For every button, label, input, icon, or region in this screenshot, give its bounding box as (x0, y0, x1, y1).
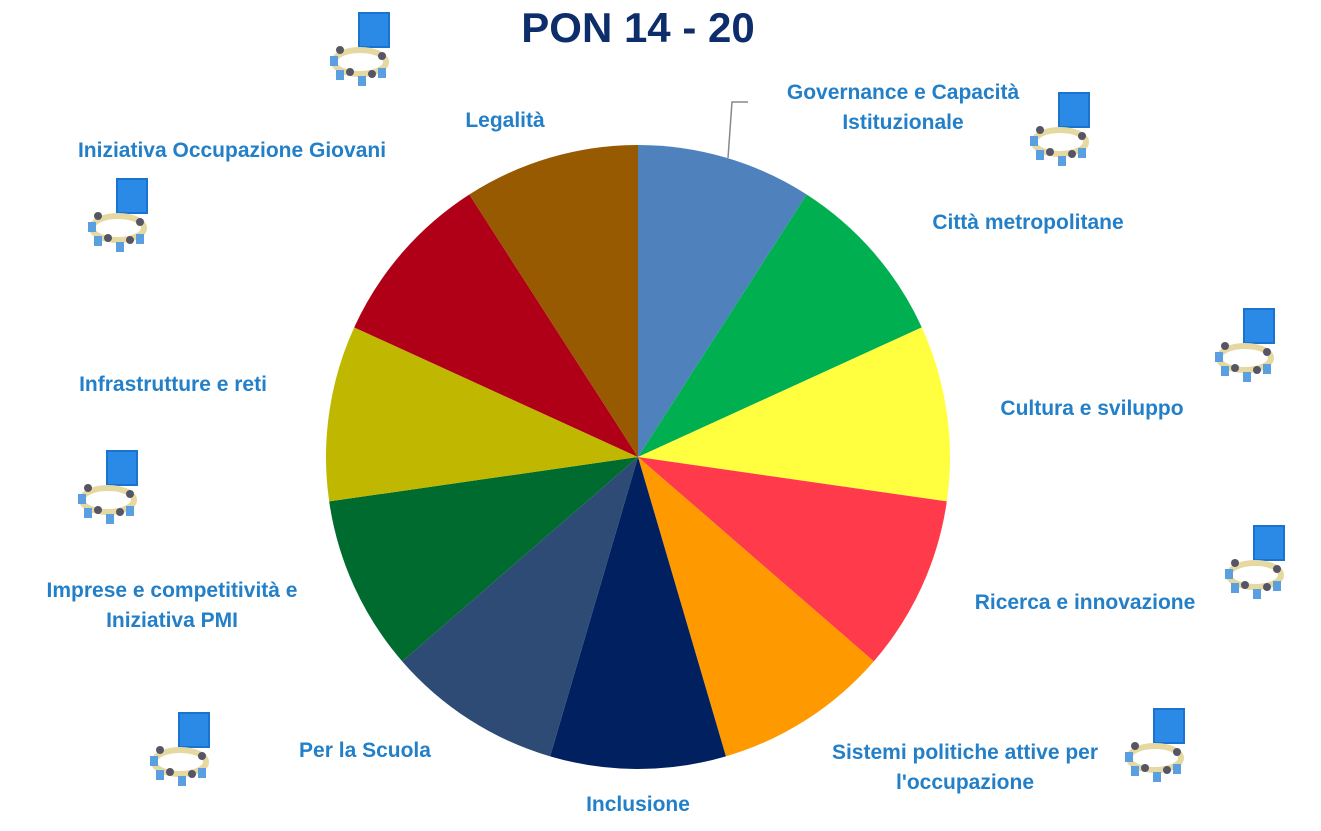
pie-slice (638, 457, 947, 662)
pie-slice (329, 457, 638, 662)
slice-label: Governance e Capacità Istituzionale (786, 81, 1020, 134)
slice-label: Cultura e sviluppo (1000, 397, 1184, 420)
slice-label: Sistemi politiche attive per l'occupazio… (831, 741, 1099, 794)
pie-slice (326, 327, 638, 502)
pie-slice (550, 457, 726, 769)
chart-title: PON 14 - 20 (521, 4, 755, 51)
slice-label: Inclusione (586, 793, 690, 816)
slice-label: Città metropolitane (932, 211, 1124, 234)
pie-slice (638, 457, 874, 757)
slice-label: Infrastrutture e reti (79, 373, 267, 396)
slice-label: Ricerca e innovazione (974, 591, 1196, 614)
slice-label: Legalità (465, 109, 545, 132)
pie-slice (638, 194, 922, 457)
icon (88, 178, 148, 252)
slice-label: Iniziativa Occupazione Giovani (77, 139, 387, 162)
pie-slice (402, 457, 638, 757)
pie-slice (469, 145, 638, 457)
leader-line (727, 101, 748, 159)
slice-label: Per la Scuola (299, 739, 431, 762)
pie-slice (638, 327, 950, 502)
icon (150, 712, 210, 786)
icon (78, 450, 138, 524)
icon (1215, 308, 1275, 382)
pie-slice (638, 145, 807, 457)
icon (1125, 708, 1185, 782)
slice-label: Imprese e competitività e Iniziativa PMI (46, 579, 298, 632)
pie-slice (354, 194, 638, 457)
